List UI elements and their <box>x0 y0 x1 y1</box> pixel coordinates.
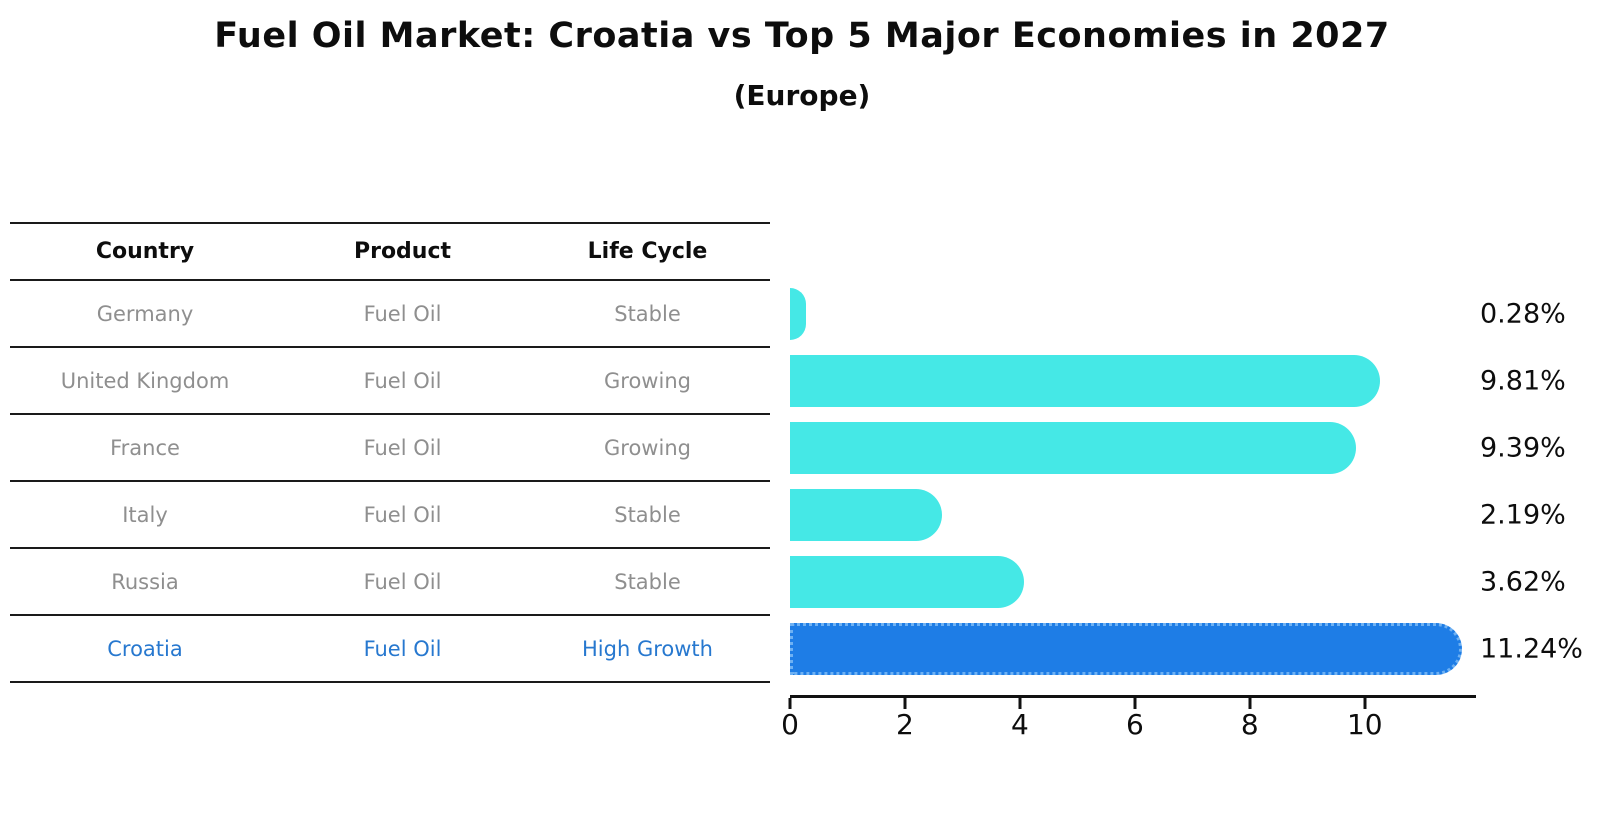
x-axis-line <box>790 695 1476 698</box>
cell-country: Italy <box>122 502 168 527</box>
cell-life-cycle: Growing <box>604 435 691 460</box>
cell-product: Fuel Oil <box>363 502 442 527</box>
value-label-france: 9.39% <box>1480 432 1566 463</box>
bar-france <box>790 421 1356 474</box>
cell-life-cycle: Stable <box>614 502 681 527</box>
value-label-italy: 2.19% <box>1480 499 1566 530</box>
x-tick-mark-8 <box>1248 698 1252 709</box>
x-tick-mark-6 <box>1133 698 1137 709</box>
value-label-germany: 0.28% <box>1480 298 1566 329</box>
bar-russia <box>790 555 1024 608</box>
column-header-country: Country <box>95 239 195 264</box>
cell-country: Croatia <box>107 636 183 661</box>
table-row-croatia: Croatia Fuel Oil High Growth <box>10 616 770 683</box>
cell-life-cycle: High Growth <box>582 636 713 661</box>
bar-united-kingdom <box>790 354 1380 407</box>
x-tick-label-4: 4 <box>1010 708 1029 741</box>
cell-country: Germany <box>96 301 194 326</box>
x-tick-label-10: 10 <box>1346 708 1383 741</box>
country-table: Country Product Life Cycle Germany Fuel O… <box>10 222 770 683</box>
table-row-united-kingdom: United Kingdom Fuel Oil Growing <box>10 348 770 415</box>
cell-country: France <box>110 435 180 460</box>
cell-life-cycle: Growing <box>604 368 691 393</box>
x-tick-mark-2 <box>903 698 907 709</box>
value-label-russia: 3.62% <box>1480 566 1566 597</box>
cell-product: Fuel Oil <box>363 301 442 326</box>
value-label-croatia: 11.24% <box>1480 633 1583 664</box>
x-tick-mark-0 <box>788 698 792 709</box>
cell-product: Fuel Oil <box>363 435 442 460</box>
x-tick-label-6: 6 <box>1125 708 1144 741</box>
table-row-germany: Germany Fuel Oil Stable <box>10 281 770 348</box>
x-tick-mark-10 <box>1363 698 1367 709</box>
chart-title: Fuel Oil Market: Croatia vs Top 5 Major … <box>214 16 1390 56</box>
table-row-italy: Italy Fuel Oil Stable <box>10 482 770 549</box>
cell-product: Fuel Oil <box>363 368 442 393</box>
cell-country: Russia <box>111 569 179 594</box>
cell-life-cycle: Stable <box>614 301 681 326</box>
x-tick-mark-4 <box>1018 698 1022 709</box>
x-tick-label-0: 0 <box>781 708 799 741</box>
cell-product: Fuel Oil <box>363 569 442 594</box>
column-header-product: Product <box>353 239 452 264</box>
value-label-united-kingdom: 9.81% <box>1480 365 1566 396</box>
x-tick-label-2: 2 <box>896 708 914 741</box>
bar-italy <box>790 488 942 541</box>
x-tick-label-8: 8 <box>1240 708 1259 741</box>
table-header-row: Country Product Life Cycle <box>10 224 770 281</box>
table-row-france: France Fuel Oil Growing <box>10 415 770 482</box>
chart-subtitle: (Europe) <box>733 79 871 112</box>
table-row-russia: Russia Fuel Oil Stable <box>10 549 770 616</box>
bar-germany <box>790 287 806 340</box>
cell-life-cycle: Stable <box>614 569 681 594</box>
cell-product: Fuel Oil <box>363 636 442 661</box>
bar-croatia <box>790 622 1462 675</box>
column-header-life-cycle: Life Cycle <box>587 239 708 264</box>
cell-country: United Kingdom <box>60 368 230 393</box>
table-body: Germany Fuel Oil Stable United Kingdom Fuel … <box>10 281 770 683</box>
